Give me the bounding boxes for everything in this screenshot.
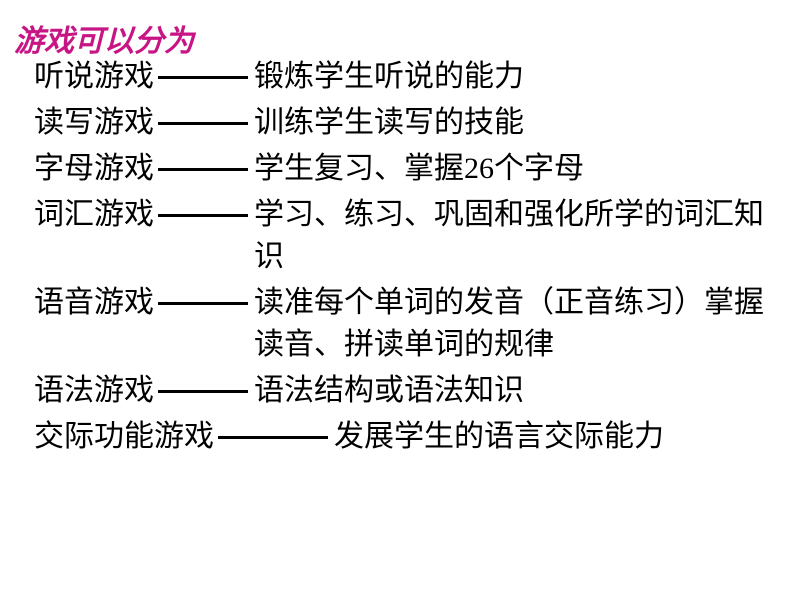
item-label: 语音游戏 — [34, 282, 154, 324]
item-desc: 读准每个单词的发音（正音练习）掌握读音、拼读单词的规律 — [254, 282, 774, 366]
item-label: 语法游戏 — [34, 370, 154, 412]
item-desc: 训练学生读写的技能 — [254, 102, 774, 144]
item-desc: 学生复习、掌握26个字母 — [254, 148, 774, 190]
item-label: 交际功能游戏 — [34, 416, 214, 458]
list-item: 字母游戏 学生复习、掌握26个字母 — [34, 148, 774, 190]
item-label: 字母游戏 — [34, 148, 154, 190]
item-desc: 语法结构或语法知识 — [254, 370, 774, 412]
item-desc: 学习、练习、巩固和强化所学的词汇知识 — [254, 194, 774, 278]
item-desc: 锻炼学生听说的能力 — [254, 56, 774, 98]
item-label: 听说游戏 — [34, 56, 154, 98]
list-item: 语音游戏 读准每个单词的发音（正音练习）掌握读音、拼读单词的规律 — [34, 282, 774, 366]
connector-line — [158, 214, 248, 217]
item-label: 读写游戏 — [34, 102, 154, 144]
item-desc: 发展学生的语言交际能力 — [334, 416, 774, 458]
connector-line — [158, 168, 248, 171]
connector-line — [158, 122, 248, 125]
connector-line — [158, 302, 248, 305]
list-item: 词汇游戏 学习、练习、巩固和强化所学的词汇知识 — [34, 194, 774, 278]
list-item: 交际功能游戏 发展学生的语言交际能力 — [34, 416, 774, 458]
title: 游戏可以分为 — [14, 16, 194, 60]
list-item: 读写游戏 训练学生读写的技能 — [34, 102, 774, 144]
list-item: 语法游戏 语法结构或语法知识 — [34, 370, 774, 412]
connector-line — [158, 390, 248, 393]
connector-line — [218, 436, 328, 439]
connector-line — [158, 76, 248, 79]
content-list: 听说游戏 锻炼学生听说的能力 读写游戏 训练学生读写的技能 字母游戏 学生复习、… — [34, 56, 774, 462]
item-label: 词汇游戏 — [34, 194, 154, 236]
list-item: 听说游戏 锻炼学生听说的能力 — [34, 56, 774, 98]
